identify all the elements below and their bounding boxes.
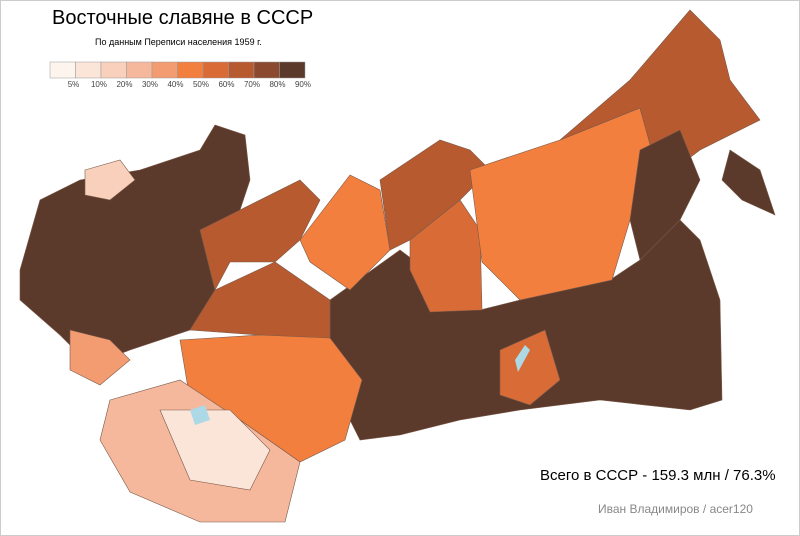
legend-swatch bbox=[151, 61, 178, 79]
region bbox=[559, 9, 761, 181]
legend-swatch bbox=[75, 61, 102, 79]
region bbox=[409, 199, 483, 313]
legend-swatch bbox=[279, 61, 306, 79]
legend-label: 70% bbox=[244, 80, 260, 89]
legend-label: 20% bbox=[116, 80, 132, 89]
legend-label: 90% bbox=[295, 80, 311, 89]
region bbox=[69, 329, 131, 386]
legend-swatch bbox=[49, 61, 76, 79]
legend-label: 80% bbox=[269, 80, 285, 89]
region bbox=[499, 329, 561, 406]
legend-label: 30% bbox=[142, 80, 158, 89]
legend-swatch bbox=[253, 61, 280, 79]
region bbox=[84, 159, 136, 201]
region bbox=[721, 149, 776, 216]
author: Иван Владимиров / acer120 bbox=[598, 502, 753, 516]
legend: 5% 10% 20% 30% 40% 50% 60% 70% 80% 90% bbox=[49, 61, 311, 89]
legend-label: 40% bbox=[167, 80, 183, 89]
lake bbox=[515, 345, 530, 372]
legend-swatch bbox=[228, 61, 255, 79]
title: Восточные славяне в СССР bbox=[52, 7, 313, 29]
map bbox=[19, 9, 776, 523]
legend-swatch bbox=[126, 61, 153, 79]
lake bbox=[190, 405, 210, 425]
region bbox=[159, 409, 271, 491]
legend-swatch bbox=[100, 61, 127, 79]
subtitle: По данным Переписи населения 1959 г. bbox=[95, 37, 262, 47]
region bbox=[629, 129, 701, 261]
legend-label: 5% bbox=[68, 80, 80, 89]
legend-label: 10% bbox=[91, 80, 107, 89]
legend-swatch bbox=[177, 61, 204, 79]
legend-label: 60% bbox=[218, 80, 234, 89]
legend-label: 50% bbox=[193, 80, 209, 89]
total: Всего в СССР - 159.3 млн / 76.3% bbox=[540, 467, 776, 484]
legend-swatch bbox=[202, 61, 229, 79]
